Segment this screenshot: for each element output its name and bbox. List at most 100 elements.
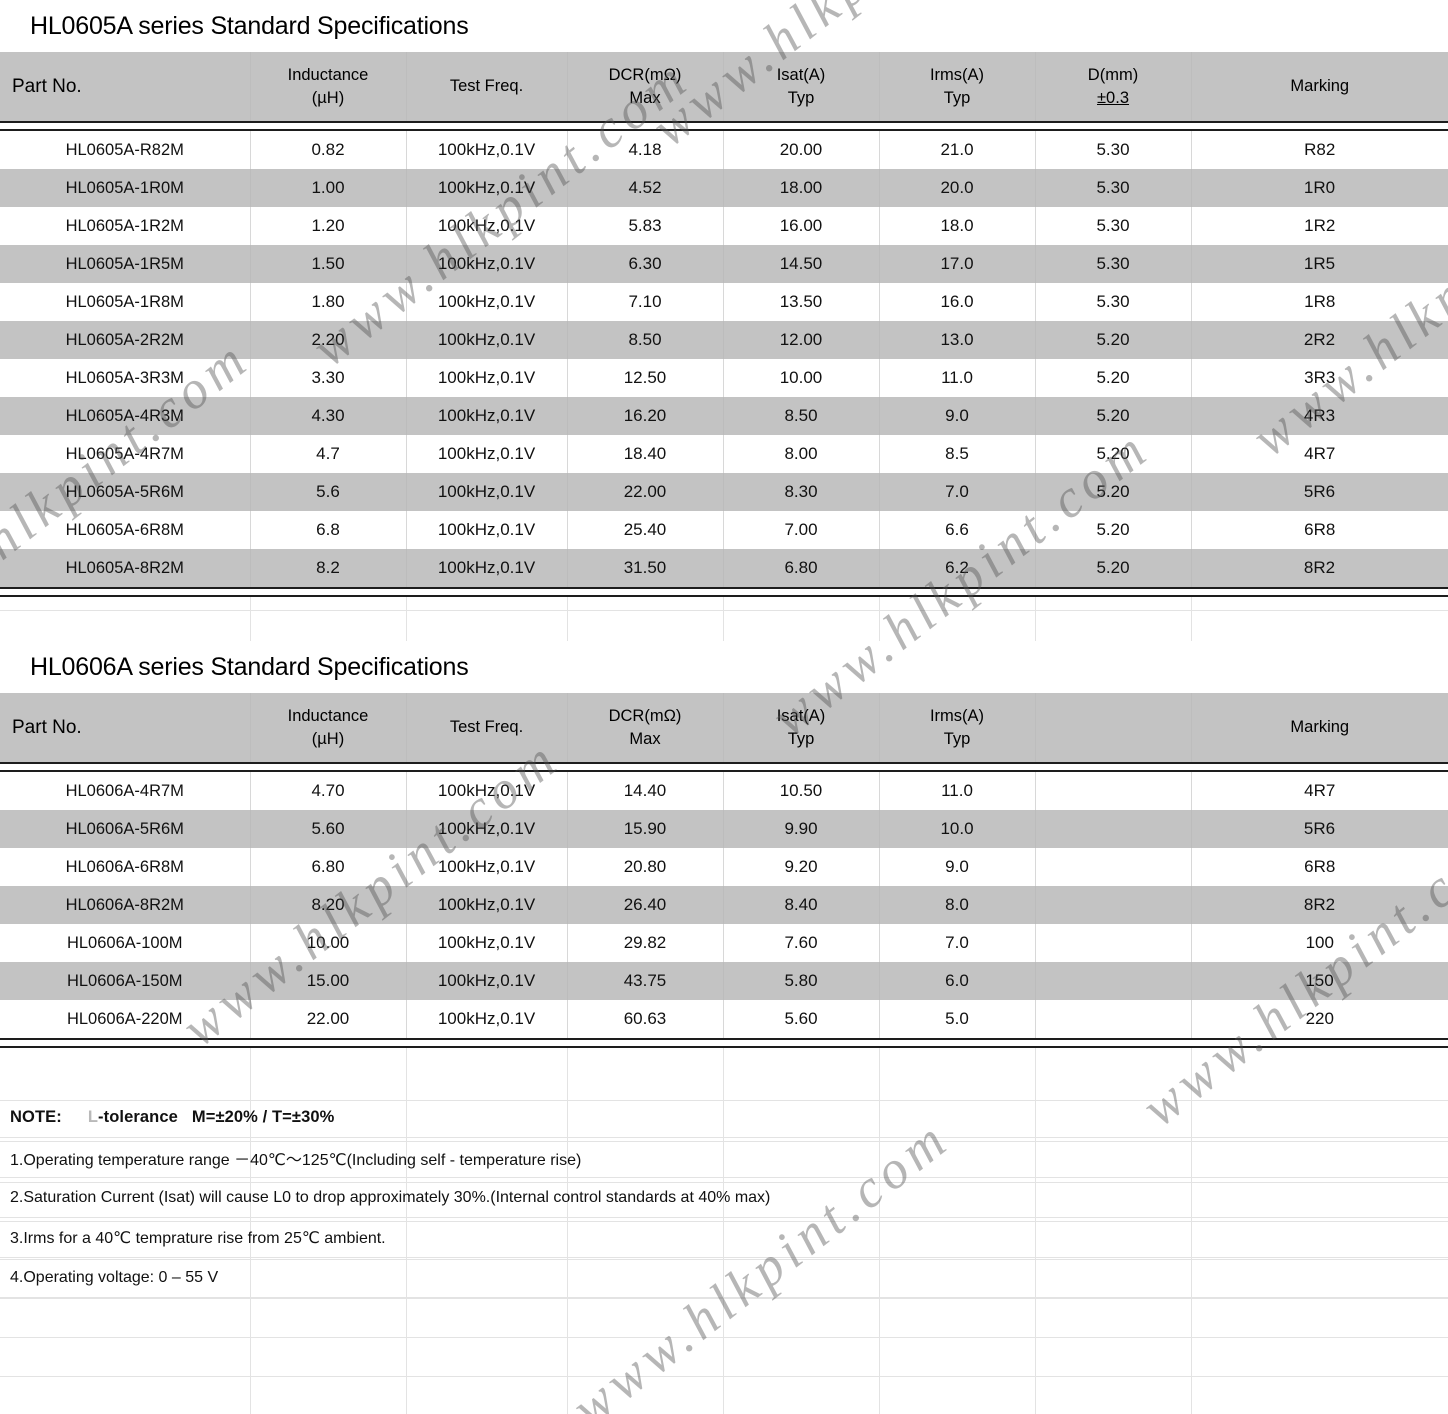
note-line-3: 3.Irms for a 40℃ temprature rise from 25… [0, 1217, 1448, 1258]
hl0606a-title-row: HL0606A series Standard Specifications [0, 641, 1448, 693]
cell-value: 1.80 [250, 283, 407, 321]
cell-part-no: HL0605A-6R8M [0, 511, 251, 549]
col-header-test-freq: Test Freq. [406, 52, 568, 122]
cell-value: 25.40 [567, 511, 724, 549]
cell-value: 100kHz,0.1V [406, 771, 568, 810]
cell-value: 100kHz,0.1V [406, 549, 568, 588]
note-tolerance-line: NOTE: L-tolerance M=±20% / T=±30% [0, 1098, 1191, 1138]
cell-value: R82 [1191, 130, 1448, 169]
table-row: HL0605A-4R3M 4.30 100kHz,0.1V 16.20 8.50 9.0 5… [0, 397, 1448, 435]
cell-value: 8.5 [879, 435, 1036, 473]
table-row: HL0605A-5R6M 5.6 100kHz,0.1V 22.00 8.30 7.0 5.… [0, 473, 1448, 511]
cell-value: 8.00 [723, 435, 880, 473]
cell-value: 5.30 [1035, 245, 1192, 283]
note-row-1: 1.Operating temperature range －40℃～125℃(… [0, 1137, 1448, 1178]
cell-part-no: HL0605A-4R3M [0, 397, 251, 435]
datasheet-sheet: HL0605A series Standard Specifications P… [0, 0, 1448, 1298]
note-row-3: 3.Irms for a 40℃ temprature rise from 25… [0, 1217, 1448, 1258]
table-row: HL0605A-R82M 0.82 100kHz,0.1V 4.18 20.00 21.0… [0, 130, 1448, 169]
cell-value: 100kHz,0.1V [406, 169, 568, 207]
cell-value: 4.30 [250, 397, 407, 435]
col-header-inductance: Inductance (µH) [250, 52, 407, 122]
cell-value: 5.60 [723, 1000, 880, 1039]
cell-value: 31.50 [567, 549, 724, 588]
hl0605a-header-rule [0, 121, 1448, 131]
notes-table: NOTE: L-tolerance M=±20% / T=±30% 1.Operat… [0, 1098, 1448, 1298]
cell-value: 7.00 [723, 511, 880, 549]
cell-value: 4.70 [250, 771, 407, 810]
cell-value [1035, 848, 1192, 886]
cell-value: 15.00 [250, 962, 407, 1000]
cell-part-no: HL0605A-1R2M [0, 207, 251, 245]
cell-value: 100kHz,0.1V [406, 886, 568, 924]
cell-value: 4R7 [1191, 771, 1448, 810]
table-row: HL0605A-4R7M 4.7 100kHz,0.1V 18.40 8.00 8.5 5.… [0, 435, 1448, 473]
cell-value: 8.20 [250, 886, 407, 924]
cell-part-no: HL0606A-5R6M [0, 810, 251, 848]
table-row: HL0605A-8R2M 8.2 100kHz,0.1V 31.50 6.80 6.2 5.… [0, 549, 1448, 588]
cell-value: 14.50 [723, 245, 880, 283]
cell-value: 15.90 [567, 810, 724, 848]
cell-value: 5.30 [1035, 283, 1192, 321]
cell-value: 60.63 [567, 1000, 724, 1039]
cell-value [1035, 886, 1192, 924]
cell-part-no: HL0606A-220M [0, 1000, 251, 1039]
cell-value: 9.90 [723, 810, 880, 848]
note-header-blank [1191, 1098, 1448, 1138]
table-row: HL0606A-100M 10.00 100kHz,0.1V 29.82 7.60 7.0… [0, 924, 1448, 962]
hl0605a-bottom-rule [0, 587, 1448, 597]
col-header-irms: Irms(A) Typ [879, 52, 1036, 122]
col2-header-irms: Irms(A) Typ [879, 693, 1036, 763]
cell-value: 5.0 [879, 1000, 1036, 1039]
cell-value: 220 [1191, 1000, 1448, 1039]
cell-value: 100kHz,0.1V [406, 207, 568, 245]
block-spacer-2 [0, 1048, 1448, 1098]
cell-part-no: HL0605A-1R5M [0, 245, 251, 283]
hl0605a-title-row: HL0605A series Standard Specifications [0, 0, 1448, 52]
cell-value: 3R3 [1191, 359, 1448, 397]
cell-value: 6.0 [879, 962, 1036, 1000]
cell-value: 20.00 [723, 130, 880, 169]
cell-value: 16.0 [879, 283, 1036, 321]
col-header-dcr: DCR(mΩ) Max [567, 52, 724, 122]
col2-header-part-no: Part No. [0, 693, 251, 763]
cell-value: 43.75 [567, 962, 724, 1000]
cell-part-no: HL0606A-150M [0, 962, 251, 1000]
cell-value [1035, 924, 1192, 962]
hl0606a-row-group: HL0606A-4R7M 4.70 100kHz,0.1V 14.40 10.50 11.… [0, 771, 1448, 1039]
note-header-row: NOTE: L-tolerance M=±20% / T=±30% [0, 1098, 1448, 1138]
cell-value [1035, 771, 1192, 810]
cell-value: 18.0 [879, 207, 1036, 245]
hl0605a-spec-table: HL0605A series Standard Specifications P… [0, 0, 1448, 597]
cell-value: 8R2 [1191, 549, 1448, 588]
cell-value: 100kHz,0.1V [406, 1000, 568, 1039]
cell-value: 1R5 [1191, 245, 1448, 283]
col-header-isat: Isat(A) Typ [723, 52, 880, 122]
cell-value: 100kHz,0.1V [406, 924, 568, 962]
cell-part-no: HL0606A-6R8M [0, 848, 251, 886]
cell-value: 6.8 [250, 511, 407, 549]
cell-part-no: HL0606A-100M [0, 924, 251, 962]
cell-value: 4.18 [567, 130, 724, 169]
cell-value: 0.82 [250, 130, 407, 169]
cell-value: 4R7 [1191, 435, 1448, 473]
cell-value: 20.80 [567, 848, 724, 886]
table-row: HL0605A-3R3M 3.30 100kHz,0.1V 12.50 10.00 11.… [0, 359, 1448, 397]
cell-value: 6R8 [1191, 848, 1448, 886]
table-row: HL0605A-1R8M 1.80 100kHz,0.1V 7.10 13.50 16.0… [0, 283, 1448, 321]
cell-value: 11.0 [879, 359, 1036, 397]
cell-part-no: HL0605A-2R2M [0, 321, 251, 359]
table-row: HL0605A-2R2M 2.20 100kHz,0.1V 8.50 12.00 13.0… [0, 321, 1448, 359]
hl0606a-bottom-rule [0, 1038, 1448, 1048]
table-row: HL0606A-220M 22.00 100kHz,0.1V 60.63 5.60 5.0… [0, 1000, 1448, 1039]
cell-value: 21.0 [879, 130, 1036, 169]
cell-value: 6R8 [1191, 511, 1448, 549]
cell-value: 100 [1191, 924, 1448, 962]
cell-value: 18.40 [567, 435, 724, 473]
cell-value: 18.00 [723, 169, 880, 207]
cell-value: 100kHz,0.1V [406, 130, 568, 169]
cell-value: 6.30 [567, 245, 724, 283]
hl0605a-title: HL0605A series Standard Specifications [0, 0, 1448, 52]
cell-value: 5.20 [1035, 473, 1192, 511]
cell-value: 100kHz,0.1V [406, 473, 568, 511]
